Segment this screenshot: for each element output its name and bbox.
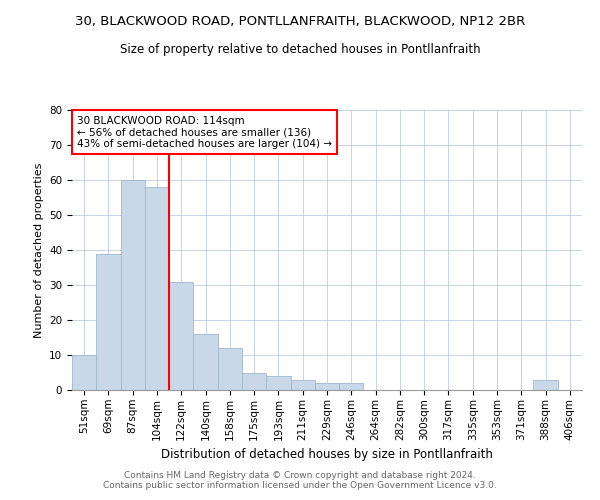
Bar [145, 187, 169, 390]
Bar [72, 355, 96, 390]
Text: 30 BLACKWOOD ROAD: 114sqm
← 56% of detached houses are smaller (136)
43% of semi: 30 BLACKWOOD ROAD: 114sqm ← 56% of detac… [77, 116, 332, 149]
Bar [315, 383, 339, 390]
Text: Contains HM Land Registry data © Crown copyright and database right 2024.
Contai: Contains HM Land Registry data © Crown c… [103, 470, 497, 490]
Bar [266, 376, 290, 390]
Bar [121, 180, 145, 390]
Text: 30, BLACKWOOD ROAD, PONTLLANFRAITH, BLACKWOOD, NP12 2BR: 30, BLACKWOOD ROAD, PONTLLANFRAITH, BLAC… [75, 15, 525, 28]
Bar [533, 380, 558, 390]
Bar [96, 254, 121, 390]
Bar [169, 282, 193, 390]
Bar [290, 380, 315, 390]
Y-axis label: Number of detached properties: Number of detached properties [34, 162, 44, 338]
Text: Size of property relative to detached houses in Pontllanfraith: Size of property relative to detached ho… [119, 42, 481, 56]
Bar [218, 348, 242, 390]
Bar [339, 383, 364, 390]
Bar [242, 372, 266, 390]
Bar [193, 334, 218, 390]
X-axis label: Distribution of detached houses by size in Pontllanfraith: Distribution of detached houses by size … [161, 448, 493, 461]
